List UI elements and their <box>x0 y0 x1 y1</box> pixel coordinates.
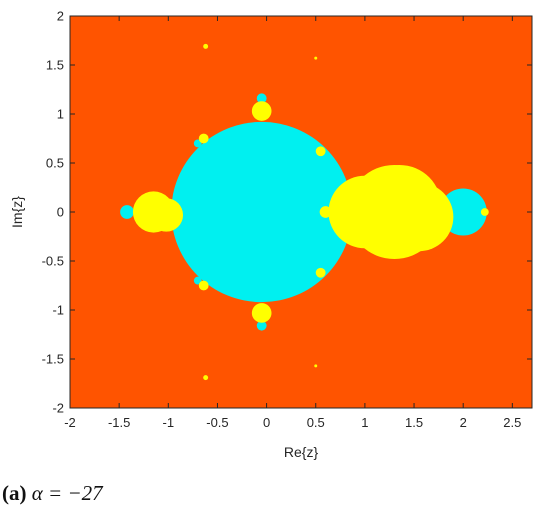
y-tick-label-4: 0 <box>57 205 64 220</box>
x-axis-label: Re{z} <box>284 444 319 460</box>
yellow-region-16 <box>314 56 318 60</box>
yellow-region-7 <box>251 303 272 323</box>
cyan-region-6 <box>193 276 202 285</box>
x-tick-label-6: 1 <box>361 415 368 430</box>
y-axis-label: Im{z} <box>9 196 25 228</box>
x-tick-label-1: -1.5 <box>108 415 130 430</box>
x-tick-label-2: -1 <box>163 415 175 430</box>
x-tick-label-5: 0.5 <box>307 415 325 430</box>
cyan-region-3 <box>256 93 267 104</box>
yellow-region-13 <box>315 267 326 278</box>
x-tick-label-7: 1.5 <box>405 415 423 430</box>
x-tick-label-9: 2.5 <box>503 415 521 430</box>
yellow-region-12 <box>315 146 326 157</box>
yellow-region-5 <box>149 198 184 232</box>
cyan-region-5 <box>193 139 202 148</box>
y-axis: 2 1.5 1 0.5 0 -0.5 -1 -1.5 -2 <box>42 9 532 416</box>
yellow-region-9 <box>480 208 489 216</box>
cyan-region-4 <box>256 320 267 331</box>
y-tick-label-1: 1.5 <box>46 58 64 73</box>
cyan-region-group <box>120 93 487 331</box>
x-axis: -2 -1.5 -1 -0.5 0 0.5 1 1.5 2 2.5 <box>64 16 521 430</box>
x-tick-label-3: -0.5 <box>206 415 228 430</box>
x-tick-label-4: 0 <box>263 415 270 430</box>
y-tick-label-5: -0.5 <box>42 254 64 269</box>
fractal-chart: -2 -1.5 -1 -0.5 0 0.5 1 1.5 2 2.5 2 1.5 1 0.5 0 -0.5 -1… <box>9 9 533 460</box>
cyan-region-0 <box>171 121 353 303</box>
y-tick-label-3: 0.5 <box>46 156 64 171</box>
y-tick-label-8: -2 <box>52 401 64 416</box>
yellow-region-8 <box>319 206 332 218</box>
y-tick-label-2: 1 <box>57 107 64 122</box>
x-tick-label-0: -2 <box>64 415 76 430</box>
yellow-region-6 <box>251 101 272 121</box>
yellow-region-14 <box>203 43 209 49</box>
yellow-region-10 <box>198 133 209 144</box>
yellow-region-15 <box>203 375 209 381</box>
caption-math: α = −27 <box>31 481 103 505</box>
caption-label: (a) <box>2 481 27 505</box>
y-tick-label-6: -1 <box>52 303 64 318</box>
yellow-region-group <box>132 43 489 381</box>
y-tick-label-0: 2 <box>57 9 64 24</box>
figure-caption: (a) α = −27 <box>2 481 103 506</box>
x-tick-label-8: 2 <box>460 415 467 430</box>
yellow-region-11 <box>198 280 209 291</box>
cyan-region-2 <box>120 205 134 219</box>
yellow-region-17 <box>314 364 318 368</box>
yellow-region-3 <box>347 164 442 260</box>
y-tick-label-7: -1.5 <box>42 352 64 367</box>
